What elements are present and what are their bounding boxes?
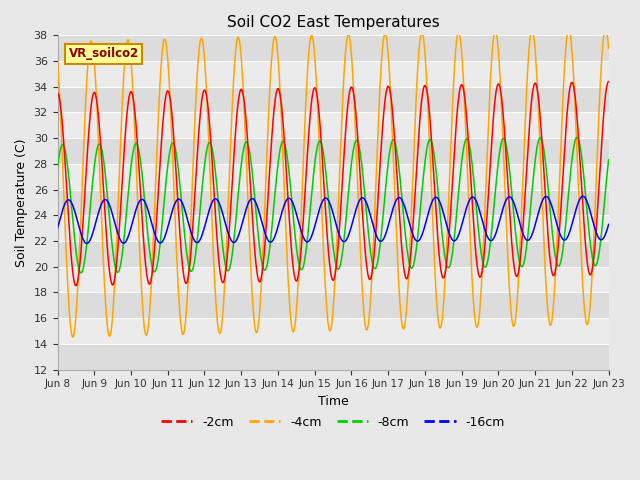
Bar <box>58 344 609 370</box>
Bar <box>58 216 609 241</box>
X-axis label: Time: Time <box>317 395 348 408</box>
Bar <box>58 267 609 292</box>
Legend: -2cm, -4cm, -8cm, -16cm: -2cm, -4cm, -8cm, -16cm <box>156 410 510 433</box>
Bar <box>58 61 609 87</box>
Bar <box>58 164 609 190</box>
Bar <box>58 292 609 318</box>
Text: VR_soilco2: VR_soilco2 <box>68 47 139 60</box>
Bar <box>58 318 609 344</box>
Bar <box>58 112 609 138</box>
Bar <box>58 36 609 61</box>
Bar <box>58 190 609 216</box>
Y-axis label: Soil Temperature (C): Soil Temperature (C) <box>15 138 28 267</box>
Bar <box>58 241 609 267</box>
Title: Soil CO2 East Temperatures: Soil CO2 East Temperatures <box>227 15 440 30</box>
Bar <box>58 87 609 112</box>
Bar <box>58 138 609 164</box>
